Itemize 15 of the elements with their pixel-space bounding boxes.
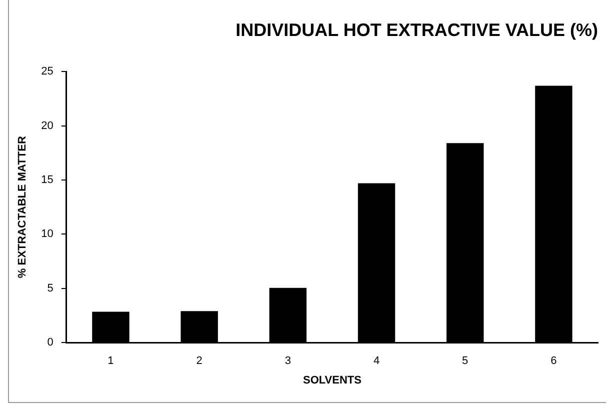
x-tick-label: 4 — [373, 355, 380, 368]
y-tick-label: 25 — [41, 66, 54, 78]
y-tick-label: 5 — [47, 282, 54, 294]
x-tick-label: 5 — [462, 355, 468, 368]
x-tick-label: 3 — [284, 355, 291, 368]
y-axis-title: % EXTRACTABLE MATTER — [16, 136, 29, 278]
x-tick-label: 2 — [196, 355, 202, 368]
x-axis-title: SOLVENTS — [302, 374, 362, 386]
x-tick-label: 6 — [550, 355, 557, 368]
chart-title: INDIVIDUAL HOT EXTRACTIVE VALUE (%) — [236, 20, 598, 40]
y-tick-label: 15 — [41, 174, 54, 186]
y-tick-label: 10 — [41, 228, 54, 240]
y-tick-label: 0 — [47, 336, 54, 349]
y-tick-label: 20 — [41, 120, 54, 132]
x-tick-label: 1 — [108, 355, 114, 368]
